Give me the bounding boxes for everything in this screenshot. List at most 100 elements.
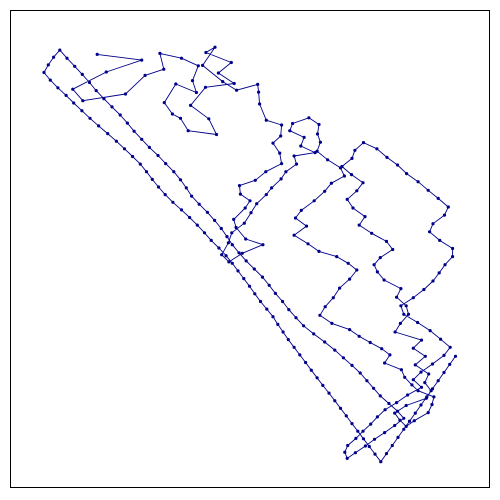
route-point bbox=[402, 312, 406, 316]
route-point bbox=[436, 379, 440, 383]
route-point bbox=[338, 286, 342, 290]
route-point bbox=[237, 184, 242, 188]
route-point bbox=[186, 129, 190, 133]
route-point bbox=[279, 134, 283, 138]
route-point bbox=[344, 414, 348, 418]
route-point bbox=[304, 360, 308, 365]
route-point bbox=[219, 226, 223, 231]
route-point bbox=[356, 429, 360, 433]
route-point bbox=[407, 419, 412, 423]
route-point bbox=[323, 189, 327, 193]
route-point bbox=[326, 158, 330, 162]
route-point bbox=[235, 88, 239, 92]
route-point bbox=[64, 93, 68, 97]
route-point bbox=[42, 70, 46, 75]
route-point bbox=[276, 322, 280, 326]
route-point bbox=[348, 328, 352, 332]
route-point bbox=[156, 185, 161, 189]
route-point bbox=[46, 63, 50, 67]
route-point bbox=[227, 260, 231, 264]
route-point bbox=[190, 194, 194, 198]
route-point bbox=[264, 118, 268, 122]
route-point bbox=[426, 411, 430, 415]
route-point bbox=[110, 105, 114, 109]
route-point bbox=[302, 135, 306, 139]
route-point bbox=[385, 155, 389, 159]
route-point bbox=[178, 178, 183, 182]
route-point bbox=[390, 443, 394, 448]
route-point bbox=[65, 56, 69, 60]
route-point bbox=[383, 408, 387, 412]
route-point bbox=[437, 271, 441, 275]
route-point bbox=[402, 427, 406, 431]
route-point bbox=[230, 231, 234, 235]
route-point bbox=[410, 383, 414, 387]
route-point bbox=[411, 296, 415, 300]
route-point bbox=[179, 208, 184, 212]
route-point bbox=[56, 86, 60, 90]
route-point bbox=[315, 132, 320, 136]
route-point bbox=[378, 394, 382, 398]
route-point bbox=[391, 247, 395, 252]
route-point bbox=[174, 82, 178, 86]
route-point bbox=[87, 80, 92, 85]
route-point bbox=[372, 437, 377, 441]
route-point bbox=[430, 402, 434, 407]
route-point bbox=[256, 82, 260, 86]
route-point bbox=[411, 378, 415, 382]
route-point bbox=[291, 121, 295, 126]
route-point bbox=[448, 362, 452, 366]
route-point bbox=[395, 409, 400, 413]
route-point bbox=[329, 181, 333, 185]
route-point bbox=[351, 206, 355, 210]
route-point bbox=[343, 450, 347, 454]
route-point bbox=[225, 235, 229, 239]
route-point bbox=[427, 372, 431, 376]
route-point bbox=[419, 385, 424, 389]
route-point bbox=[267, 283, 271, 287]
route-point bbox=[216, 71, 220, 75]
route-point bbox=[383, 431, 387, 435]
route-point bbox=[404, 424, 408, 428]
route-point bbox=[170, 112, 174, 116]
route-point bbox=[446, 205, 450, 209]
route-point bbox=[439, 337, 443, 341]
route-point bbox=[242, 221, 246, 225]
route-point bbox=[265, 307, 269, 311]
route-point bbox=[81, 99, 85, 103]
route-point bbox=[317, 122, 321, 127]
route-point bbox=[244, 237, 248, 241]
route-point bbox=[203, 85, 208, 89]
route-point bbox=[372, 263, 376, 267]
route-point bbox=[355, 189, 359, 193]
route-point bbox=[378, 256, 382, 260]
route-point bbox=[292, 345, 296, 349]
route-point bbox=[423, 354, 427, 358]
route-point bbox=[357, 334, 361, 338]
route-point bbox=[426, 188, 430, 192]
route-point bbox=[353, 148, 357, 152]
route-point bbox=[315, 376, 319, 380]
route-point bbox=[395, 295, 399, 299]
route-point bbox=[348, 277, 352, 281]
route-point bbox=[306, 242, 310, 246]
route-point bbox=[395, 401, 399, 405]
route-point bbox=[213, 45, 217, 49]
route-point bbox=[270, 186, 274, 190]
route-point bbox=[281, 330, 285, 334]
route-point bbox=[271, 315, 275, 319]
route-point bbox=[393, 423, 397, 428]
route-point bbox=[236, 269, 240, 273]
plot-area bbox=[42, 45, 458, 464]
route-point bbox=[226, 241, 230, 245]
route-point bbox=[350, 156, 354, 160]
route-point bbox=[243, 206, 247, 210]
route-point bbox=[131, 154, 135, 159]
route-point bbox=[368, 340, 372, 345]
route-point bbox=[288, 129, 292, 133]
route-point bbox=[207, 117, 211, 121]
route-point bbox=[257, 90, 261, 94]
route-point bbox=[122, 147, 127, 151]
route-point bbox=[214, 132, 219, 137]
